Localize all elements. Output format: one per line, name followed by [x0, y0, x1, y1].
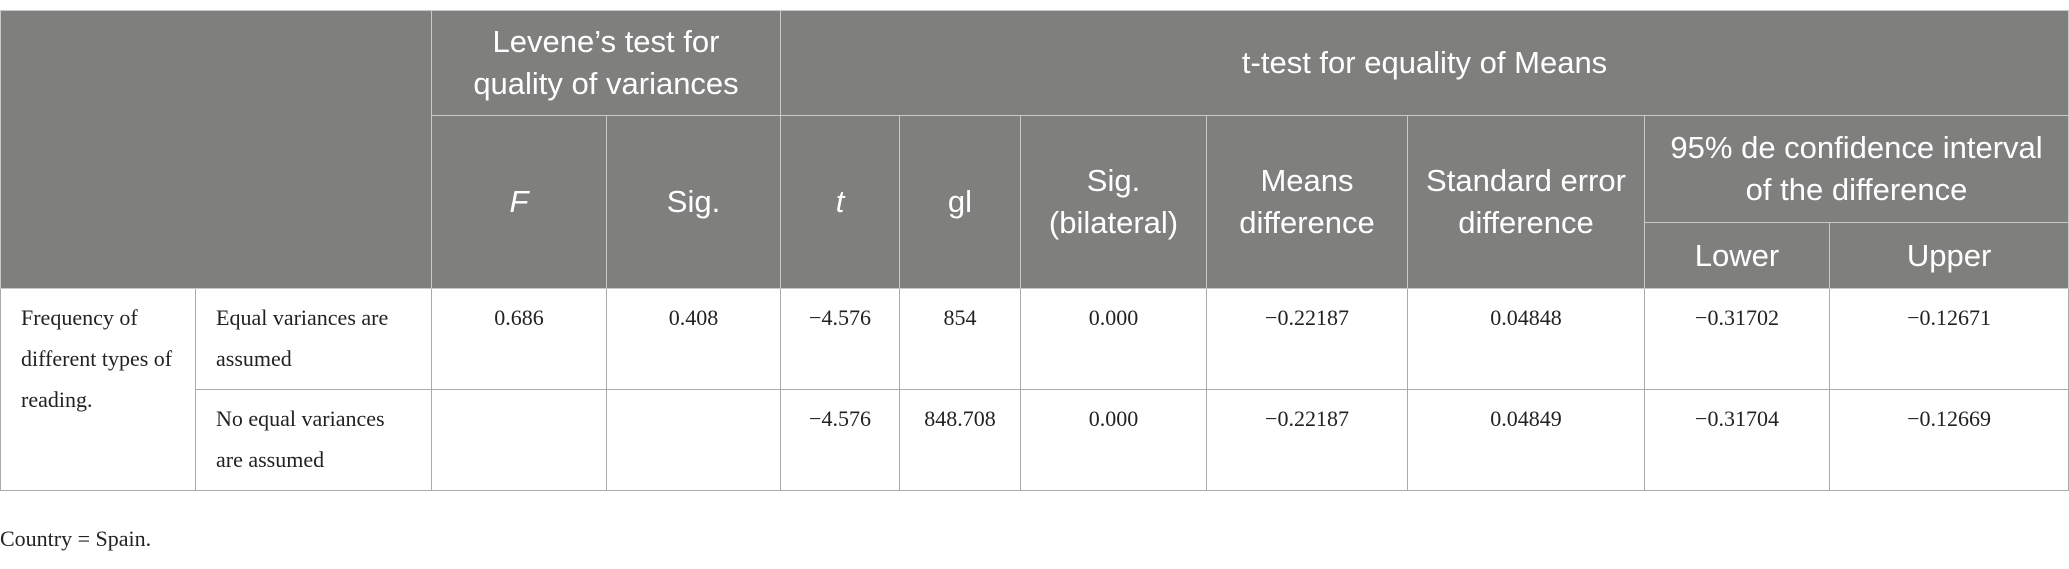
cell: 0.04849: [1407, 389, 1645, 491]
header-row: F Sig. t gl Sig. (bilateral) Means diffe…: [1, 115, 2069, 289]
cell: −0.22187: [1206, 288, 1408, 390]
cell: −0.31704: [1644, 389, 1830, 491]
column-header: t: [780, 115, 900, 289]
column-header: Means difference: [1206, 115, 1408, 289]
column-header: gl: [899, 115, 1021, 289]
body-row: Frequency of different types of reading.…: [0, 288, 2069, 491]
footnote: Country = Spain.: [0, 526, 152, 551]
column-header: Standard error difference: [1407, 115, 1645, 289]
column-header: Sig. (bilateral): [1020, 115, 1207, 289]
cell: 0.686: [431, 288, 607, 390]
cell: −4.576: [780, 389, 900, 491]
cell: 0.000: [1020, 389, 1207, 491]
cell: 0.000: [1020, 288, 1207, 390]
group-header: Levene’s test for quality of variances: [431, 10, 781, 116]
header-row: Lower Upper: [1, 222, 2069, 289]
group-header: 95% de confidence interval of the differ…: [1643, 115, 2069, 223]
cell: 0.408: [606, 288, 781, 390]
cell: −0.31702: [1644, 288, 1830, 390]
column-header: F: [431, 115, 607, 289]
row-sublabel: Equal variances are assumed: [195, 288, 432, 390]
header-row: Levene’s test for quality of variances t…: [0, 10, 2069, 289]
cell: 0.04848: [1407, 288, 1645, 390]
cell: −4.576: [780, 288, 900, 390]
group-header: t-test for equality of Means: [779, 10, 2069, 116]
cell: −0.12671: [1828, 288, 2069, 390]
corner-cell: [0, 10, 432, 289]
column-header: Sig.: [606, 115, 781, 289]
row-sublabel: No equal variances are assumed: [195, 389, 432, 491]
cell: 848.708: [899, 389, 1021, 491]
cell: 854: [899, 288, 1021, 390]
results-table: Levene’s test for quality of variances t…: [0, 10, 2069, 491]
cell: −0.22187: [1206, 389, 1408, 491]
body-row: No equal variances are assumed −4.576 84…: [1, 389, 2069, 491]
empty-cell: [606, 389, 781, 491]
column-header: Lower: [1644, 222, 1830, 289]
empty-cell: [431, 389, 607, 491]
row-label: Frequency of different types of reading.: [0, 288, 196, 491]
cell: −0.12669: [1828, 389, 2069, 491]
column-header: Upper: [1828, 222, 2069, 289]
